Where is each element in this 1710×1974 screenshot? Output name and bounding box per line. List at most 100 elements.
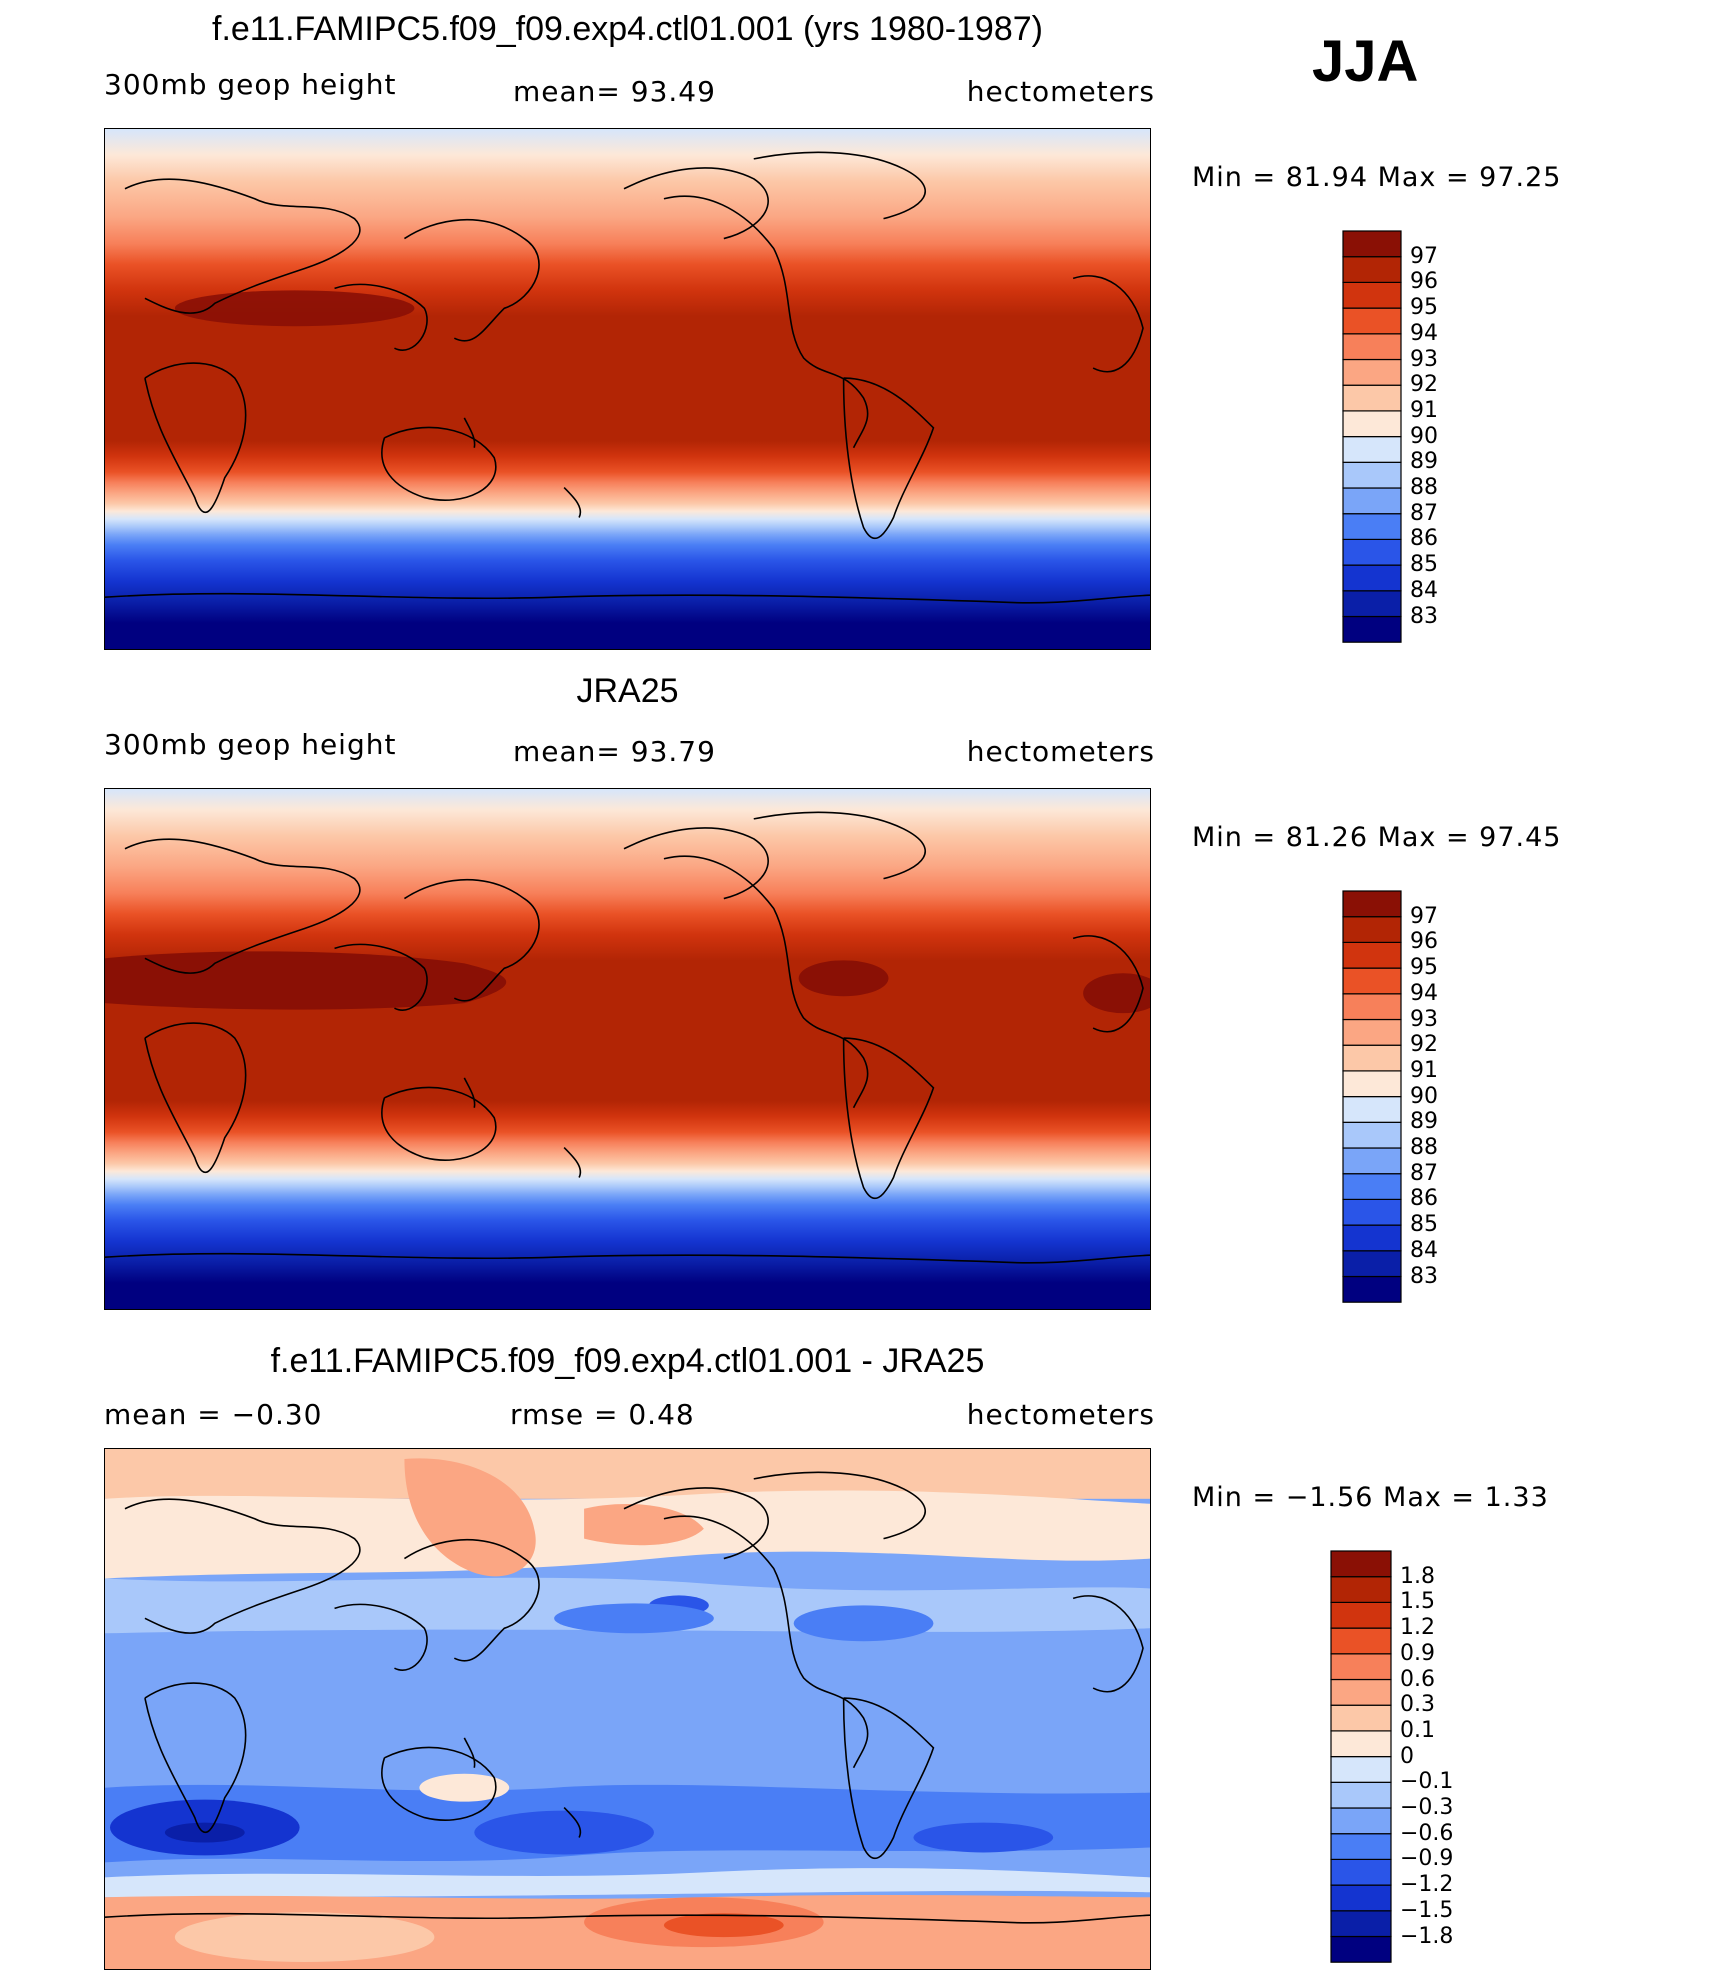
season-label: JJA: [1312, 29, 1419, 94]
panel-model-variable-label: 300mb geop height: [104, 68, 397, 101]
colorbar-tick-label: 88: [1410, 1135, 1438, 1160]
panel-model-minmax: Min = 81.94 Max = 97.25: [1192, 162, 1562, 193]
colorbar-swatch: [1342, 1198, 1402, 1226]
colorbar-swatch: [1342, 1044, 1402, 1072]
colorbar-tick-label: 92: [1410, 372, 1438, 398]
colorbar-tick-label: 85: [1410, 552, 1438, 578]
colorbar-swatch: [1330, 1653, 1392, 1681]
colorbar-swatch: [1330, 1678, 1392, 1706]
panel-obs-map: [104, 788, 1151, 1310]
colorbar-swatch: [1342, 487, 1402, 515]
colorbar-tick-label: 86: [1410, 526, 1438, 552]
panel-obs-variable-label: 300mb geop height: [104, 728, 397, 761]
colorbar-swatch: [1342, 993, 1402, 1021]
colorbar-swatch: [1342, 307, 1402, 335]
colorbar-swatch: [1342, 1096, 1402, 1123]
panel-model-map: [104, 128, 1151, 650]
colorbar-swatch: [1342, 384, 1402, 412]
panel-diff-minmax: Min = −1.56 Max = 1.33: [1192, 1482, 1549, 1513]
colorbar-swatch: [1342, 615, 1402, 643]
colorbar-tick-label: −1.2: [1400, 1872, 1454, 1898]
colorbar-tick-label: 1.2: [1400, 1615, 1435, 1641]
panel-model-title: f.e11.FAMIPC5.f09_f09.exp4.ctl01.001 (yr…: [212, 10, 1043, 48]
colorbar-tick-label: 87: [1410, 1160, 1438, 1186]
colorbar-tick-label: 87: [1410, 500, 1438, 526]
colorbar-tick-label: 94: [1410, 320, 1438, 346]
colorbar-swatches: [1342, 230, 1402, 643]
panel-diff-title: f.e11.FAMIPC5.f09_f09.exp4.ctl01.001 - J…: [270, 1342, 985, 1380]
colorbar-swatch: [1330, 1858, 1392, 1886]
colorbar-tick-label: 90: [1410, 423, 1438, 449]
colorbar-tick-label: −0.1: [1400, 1769, 1454, 1795]
colorbar-tick-label: −0.6: [1400, 1820, 1454, 1846]
colorbar-swatch: [1330, 1807, 1392, 1835]
colorbar-swatch: [1342, 1250, 1402, 1278]
colorbar-tick-label: 93: [1410, 346, 1438, 372]
colorbar-tick-label: 84: [1410, 577, 1438, 603]
colorbar-swatch: [1330, 1601, 1392, 1629]
colorbar-tick-label: 0.9: [1400, 1640, 1435, 1666]
colorbar-swatch: [1342, 1070, 1402, 1098]
colorbar-swatch: [1330, 1627, 1392, 1655]
colorbar-tick-label: 86: [1410, 1186, 1438, 1212]
colorbar-swatch: [1342, 410, 1402, 438]
colorbar-tick-label: 95: [1410, 295, 1438, 321]
colorbar-swatch: [1330, 1833, 1392, 1861]
colorbar-swatch: [1342, 538, 1402, 566]
colorbar-tick-label: 0: [1400, 1743, 1414, 1769]
colorbar-tick-label: −1.8: [1400, 1923, 1454, 1949]
colorbar-tick-label: 83: [1410, 1263, 1438, 1289]
panel-diff-mean-label: mean = −0.30: [104, 1398, 323, 1431]
colorbar-swatch: [1330, 1935, 1392, 1963]
colorbar-tick-label: −1.5: [1400, 1897, 1454, 1923]
colorbar-swatch: [1342, 230, 1402, 258]
colorbar-swatch: [1330, 1576, 1392, 1604]
colorbar-tick-label: −0.9: [1400, 1846, 1454, 1872]
colorbar-swatch: [1342, 461, 1402, 489]
colorbar-swatch: [1342, 1147, 1402, 1175]
colorbar-tick-label: −0.3: [1400, 1795, 1454, 1820]
colorbar-swatch: [1342, 1173, 1402, 1201]
colorbar-tick-label: 85: [1410, 1212, 1438, 1238]
colorbar-tick-label: 89: [1410, 449, 1438, 475]
colorbar-swatches: [1342, 890, 1402, 1303]
colorbar-tick-label: 97: [1410, 243, 1438, 269]
colorbar-swatch: [1342, 281, 1402, 309]
colorbar-tick-label: 0.6: [1400, 1666, 1435, 1692]
colorbar-swatch: [1342, 358, 1402, 386]
colorbar-swatch: [1342, 256, 1402, 284]
panel-obs-title: JRA25: [576, 672, 679, 710]
colorbar-swatch: [1330, 1781, 1392, 1809]
colorbar-tick-label: 97: [1410, 903, 1438, 929]
colorbar-swatch: [1342, 941, 1402, 969]
colorbar-swatch: [1342, 590, 1402, 618]
colorbar-swatch: [1330, 1910, 1392, 1938]
panel-diff-rmse-label: rmse = 0.48: [510, 1398, 695, 1431]
colorbar-swatch: [1342, 564, 1402, 592]
colorbar-swatch: [1342, 1224, 1402, 1252]
colorbar-swatch: [1330, 1884, 1392, 1912]
colorbar-tick-label: 94: [1410, 980, 1438, 1006]
panel-diff-map: [104, 1448, 1151, 1970]
colorbar-tick-label: 1.8: [1400, 1563, 1435, 1589]
colorbar-tick-label: 1.5: [1400, 1589, 1435, 1615]
panel-diff-units-label: hectometers: [966, 1398, 1155, 1431]
colorbar-swatches: [1330, 1550, 1392, 1963]
colorbar-tick-label: 95: [1410, 955, 1438, 981]
colorbar-tick-label: 91: [1410, 397, 1438, 423]
colorbar-swatch: [1342, 967, 1402, 995]
colorbar-swatch: [1342, 513, 1402, 541]
colorbar-tick-label: 0.3: [1400, 1692, 1435, 1718]
colorbar-swatch: [1330, 1756, 1392, 1783]
colorbar-tick-label: 88: [1410, 475, 1438, 500]
panel-obs-mean-label: mean= 93.79: [513, 735, 716, 768]
colorbar-swatch: [1342, 890, 1402, 918]
colorbar-tick-label: 96: [1410, 929, 1438, 955]
panel-model-units-label: hectometers: [966, 75, 1155, 108]
colorbar-swatch: [1342, 1018, 1402, 1046]
colorbar-swatch: [1342, 436, 1402, 463]
colorbar-swatch: [1342, 916, 1402, 944]
panel-model-mean-label: mean= 93.49: [513, 75, 716, 108]
colorbar-tick-label: 89: [1410, 1109, 1438, 1135]
colorbar-swatch: [1342, 1121, 1402, 1149]
